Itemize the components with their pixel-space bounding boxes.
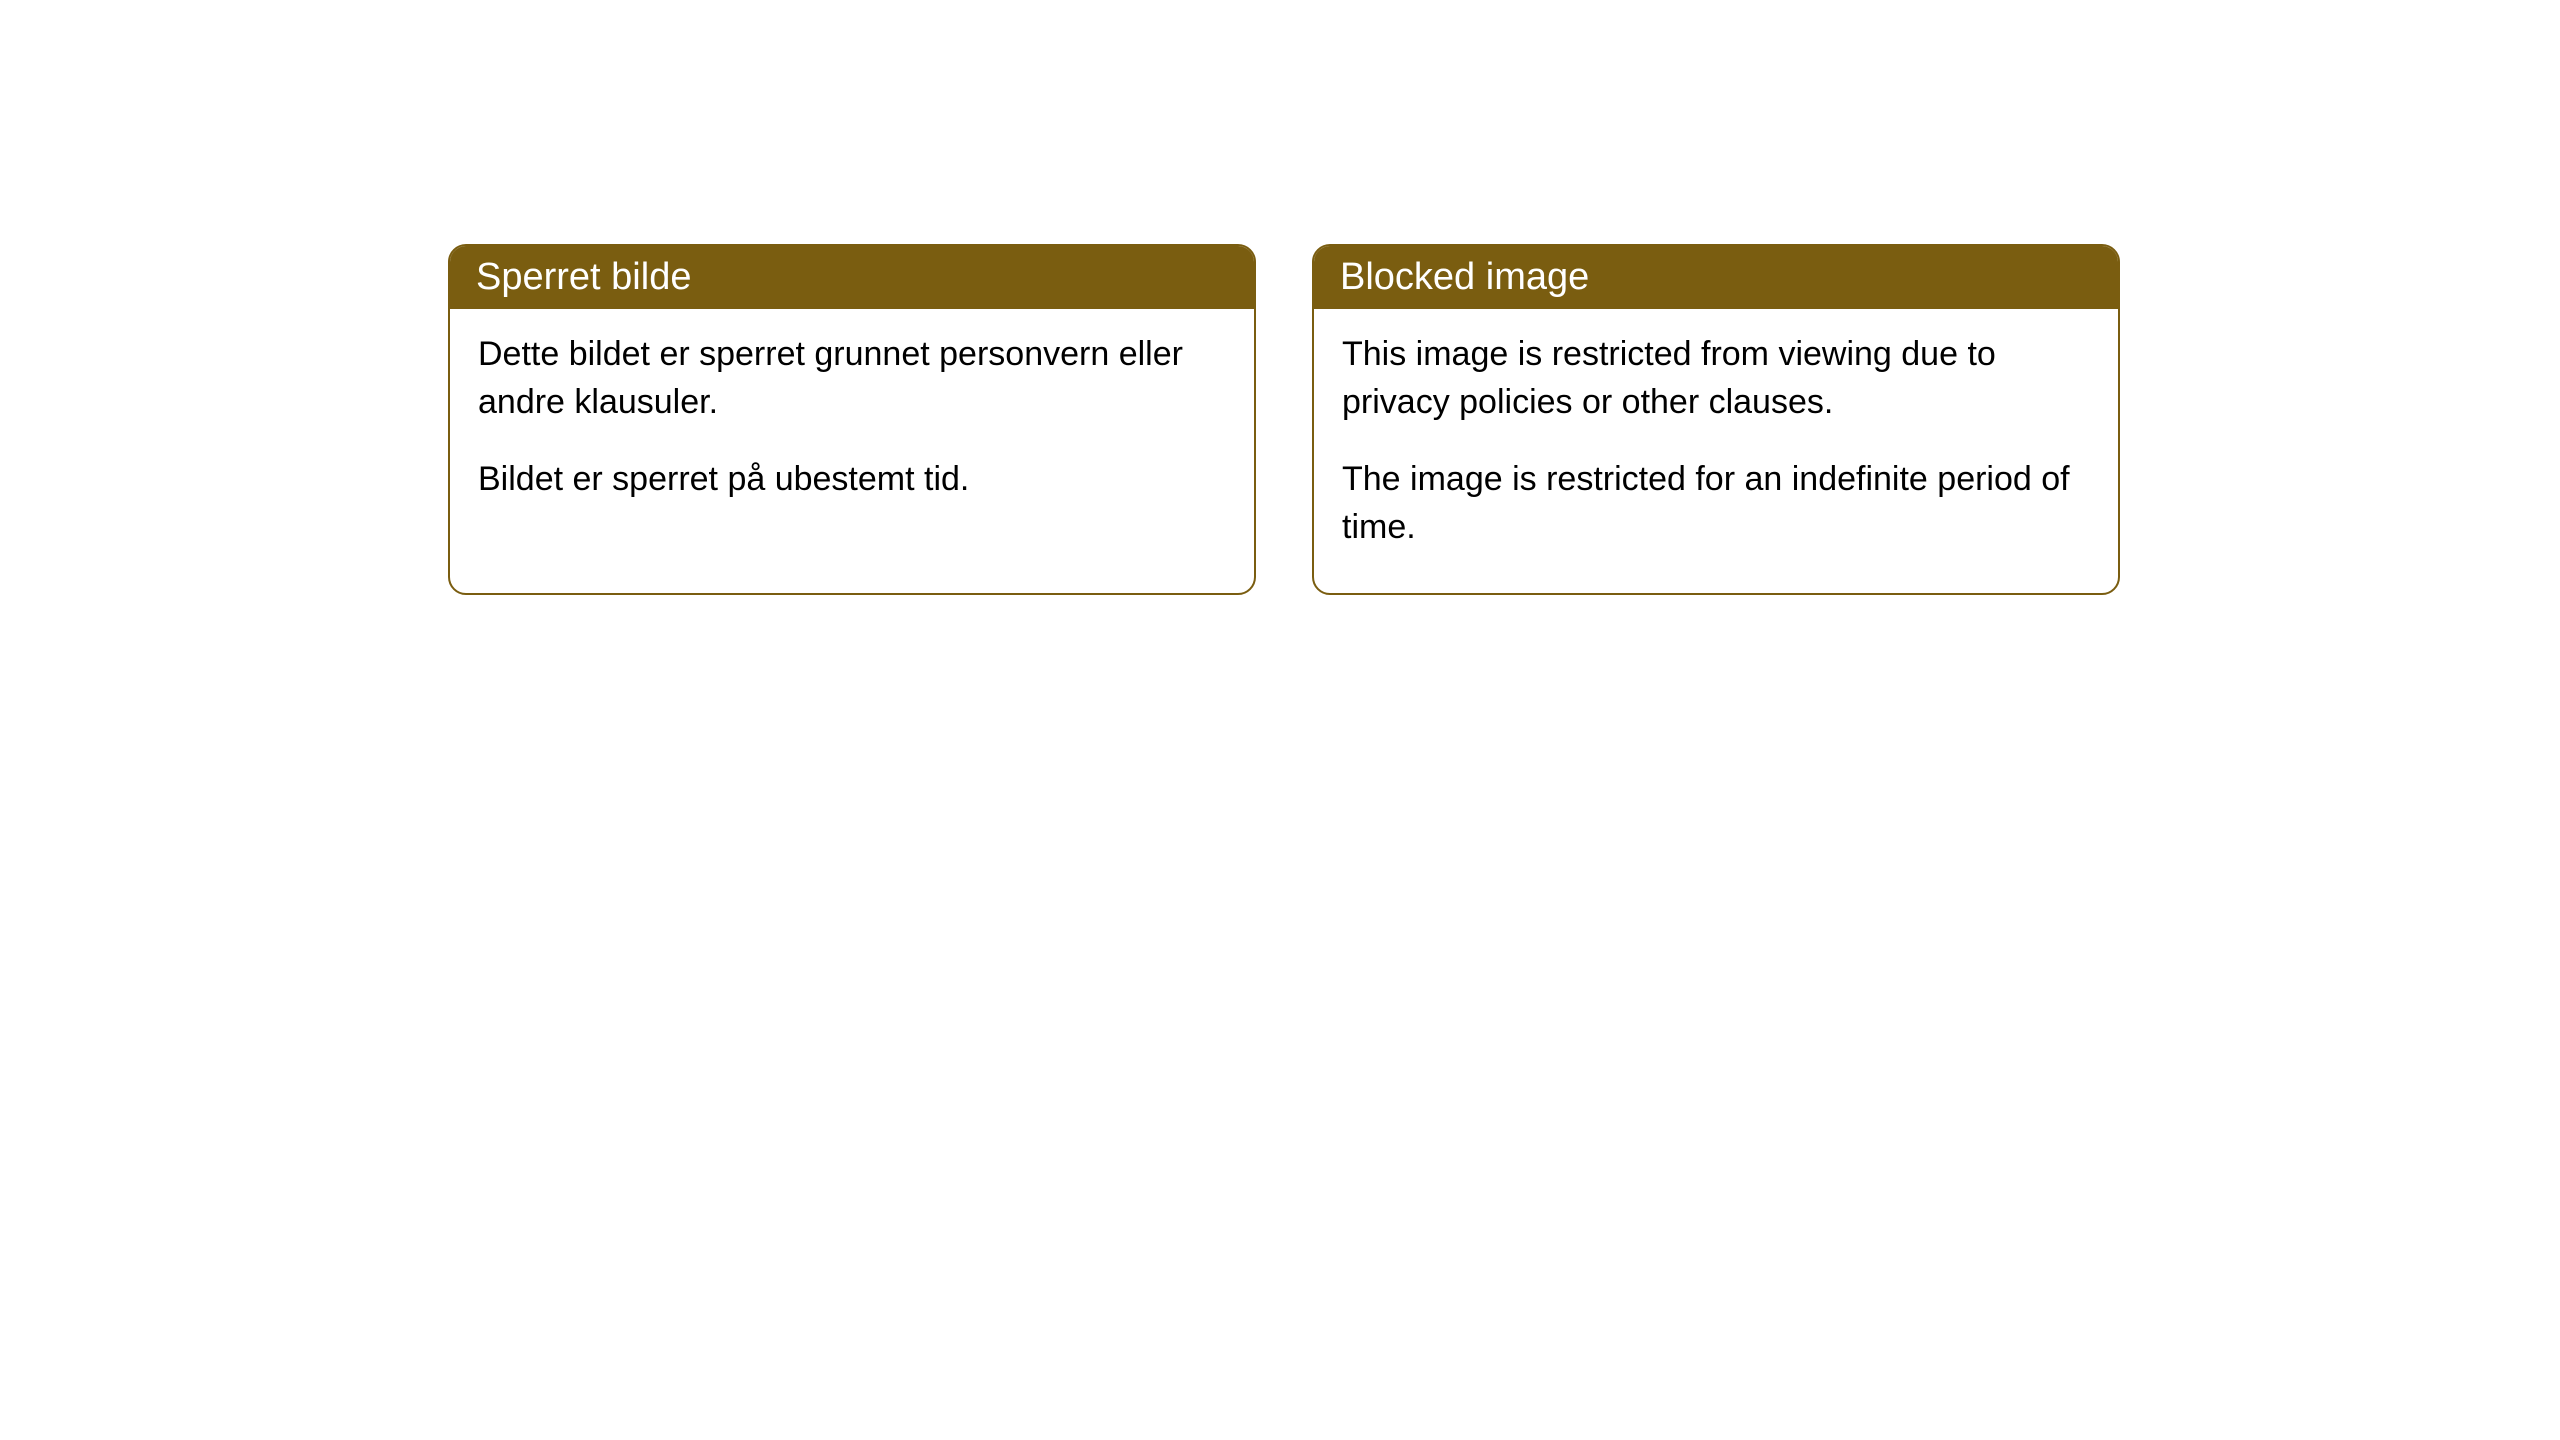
notice-body: This image is restricted from viewing du… [1314, 309, 2118, 593]
notice-card-english: Blocked image This image is restricted f… [1312, 244, 2120, 595]
notice-title: Sperret bilde [476, 256, 1228, 299]
notice-card-norwegian: Sperret bilde Dette bildet er sperret gr… [448, 244, 1256, 595]
notice-paragraph-2: The image is restricted for an indefinit… [1342, 456, 2090, 551]
notice-header: Sperret bilde [450, 246, 1254, 309]
notice-title: Blocked image [1340, 256, 2092, 299]
notice-body: Dette bildet er sperret grunnet personve… [450, 309, 1254, 546]
notice-container: Sperret bilde Dette bildet er sperret gr… [0, 0, 2560, 595]
notice-paragraph-1: Dette bildet er sperret grunnet personve… [478, 331, 1226, 426]
notice-header: Blocked image [1314, 246, 2118, 309]
notice-paragraph-2: Bildet er sperret på ubestemt tid. [478, 456, 1226, 504]
notice-paragraph-1: This image is restricted from viewing du… [1342, 331, 2090, 426]
